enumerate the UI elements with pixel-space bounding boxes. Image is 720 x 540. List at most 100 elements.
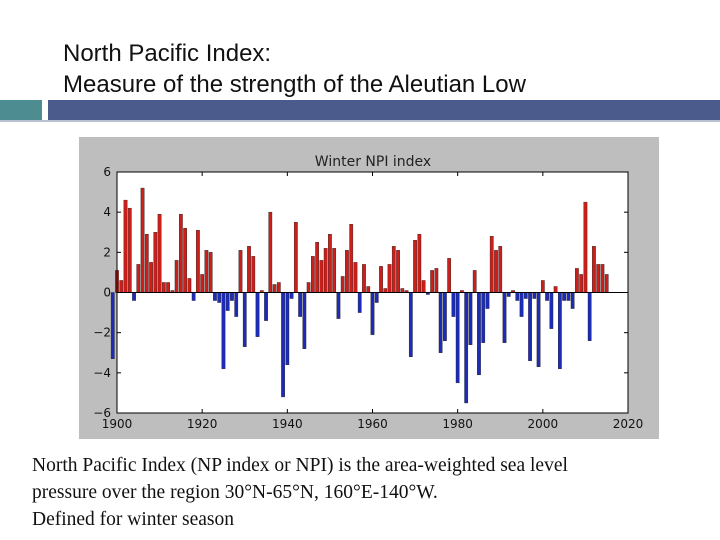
bar-1927 [230,292,234,301]
bar-1931 [247,246,251,293]
bar-1903 [127,207,132,293]
bar-1910 [157,213,162,293]
bar-1915 [179,213,183,293]
bar-2011 [587,292,592,341]
slide-title-line-1: North Pacific Index: [63,40,272,67]
bar-1909 [153,232,158,293]
x-tick-label: 2000 [528,417,559,431]
bar-2015 [604,274,609,293]
bar-1947 [315,242,319,293]
bar-1996 [523,292,528,299]
bar-1932 [251,256,256,293]
bar-1920 [200,274,205,293]
bar-1948 [319,260,324,293]
bar-1961 [374,292,379,303]
bar-1978 [447,258,452,293]
bar-1923 [213,292,217,301]
bar-2013 [596,264,601,293]
bar-1941 [289,292,294,299]
bar-1986 [481,292,486,343]
x-tick-label: 1980 [442,417,473,431]
bar-1929 [238,250,243,293]
bar-1965 [391,246,396,293]
x-tick-label: 1920 [187,417,218,431]
bar-1904 [132,292,136,301]
bar-1954 [345,250,349,293]
bar-2005 [562,292,566,301]
bar-1945 [306,282,311,293]
bar-1971 [417,234,422,293]
divider-line [0,120,720,122]
bar-1953 [340,276,345,293]
accent-bar-teal [0,100,42,120]
y-tick-label: −4 [93,366,111,380]
bar-1970 [413,240,417,293]
plot-area: −6 −4 −2 0 2 4 6 1900 1920 1940 1960 1980 2000 2020 [93,165,643,431]
bar-1987 [485,292,490,309]
bar-1899 [110,292,115,359]
slide-caption: North Pacific Index (NP index or NPI) is… [32,452,712,533]
bar-1917 [187,278,192,293]
bar-1949 [323,248,328,293]
bar-1988 [489,236,494,293]
bar-1946 [311,256,315,293]
y-tick-label: −2 [93,326,111,340]
bar-1989 [494,250,498,293]
bar-1955 [349,224,354,293]
bar-1972 [421,280,426,293]
bar-1983 [468,292,473,345]
bar-1937 [272,284,277,293]
bar-1902 [123,199,128,293]
slide-title-line-2: Measure of the strength of the Aleutian … [63,71,526,98]
bar-1943 [298,292,302,317]
bar-2009 [579,274,584,293]
bar-1991 [502,292,507,343]
bar-1935 [264,292,268,321]
bar-1928 [234,292,239,317]
y-tick-label: 0 [103,286,111,300]
bar-1994 [515,292,520,301]
bar-1977 [443,292,447,341]
bar-1911 [161,282,166,293]
bar-1907 [144,234,149,293]
bar-1936 [268,211,273,293]
bar-1930 [242,292,247,347]
bar-1979 [451,292,456,317]
bar-1976 [438,292,443,353]
y-tick-label: 2 [103,245,111,259]
bar-1919 [196,230,200,293]
bar-2006 [566,292,571,301]
bar-2004 [558,292,562,370]
caption-line-2: pressure over the region 30°N-65°N, 160°… [32,482,438,503]
bar-1975 [434,268,439,293]
bar-2008 [575,268,579,293]
bar-1999 [536,292,541,368]
bar-1992 [506,292,511,297]
bar-1967 [400,288,405,293]
bar-1959 [366,286,371,293]
bar-1908 [149,262,153,293]
bar-1995 [519,292,524,317]
bar-1956 [353,262,358,293]
accent-bar-navy [48,100,720,120]
bar-1982 [464,292,469,404]
bar-1925 [221,292,226,370]
bar-1918 [191,292,196,301]
bar-2002 [549,292,554,329]
bar-1905 [136,264,141,293]
x-tick-label: 1960 [357,417,388,431]
bar-1980 [455,292,460,384]
bar-1914 [174,260,179,293]
bar-1938 [276,282,281,293]
bar-1958 [362,264,366,293]
bar-1974 [430,270,434,293]
x-tick-label: 2020 [613,417,644,431]
bar-1969 [408,292,413,357]
bar-1957 [357,292,362,313]
bar-1963 [383,288,388,293]
bar-1997 [528,292,532,361]
caption-line-1: North Pacific Index (NP index or NPI) is… [32,455,568,476]
y-tick-label: 6 [103,165,111,179]
npi-chart-frame: Winter NPI index −6 −4 −2 0 2 4 6 1900 1920 1940 1… [79,137,659,439]
bar-1984 [472,270,477,293]
